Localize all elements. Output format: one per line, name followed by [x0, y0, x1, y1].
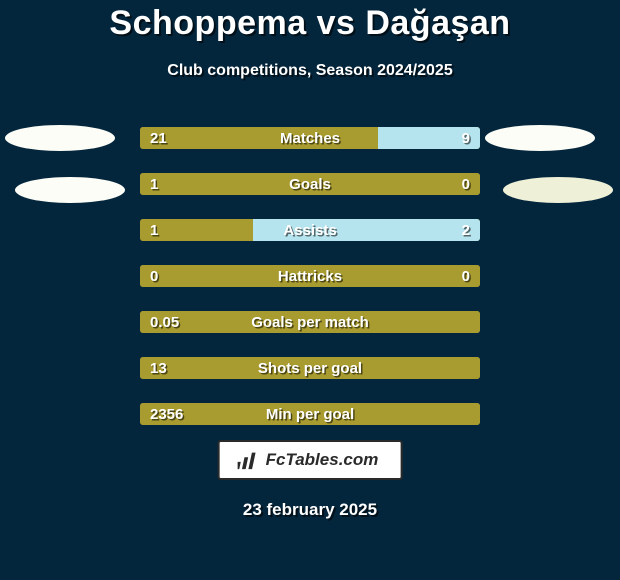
stat-value-left: 0.05 [150, 311, 179, 333]
stat-row: Assists1 2 [140, 219, 480, 241]
stat-value-left: 13 [150, 357, 167, 379]
stat-label: Matches [140, 127, 480, 149]
stats-bars: Matches219Goals10Assists12Hattricks00Goa… [140, 127, 480, 449]
stat-value-right: 2 [462, 219, 470, 241]
stat-label: Assists [140, 219, 480, 241]
stat-row: Goals1 0 [140, 173, 480, 195]
stat-value-right: 0 [462, 173, 470, 195]
stat-value-right: 9 [462, 127, 470, 149]
stat-label: Shots per goal [140, 357, 480, 379]
stat-value-left: 21 [150, 127, 167, 149]
watermark-text: FcTables.com [266, 450, 379, 470]
page-title: Schoppema vs Dağaşan [0, 4, 620, 43]
stat-value-left: 2356 [150, 403, 183, 425]
left-logo-ellipse [15, 177, 125, 203]
stat-row: Shots per goal13 [140, 357, 480, 379]
stat-label: Min per goal [140, 403, 480, 425]
stat-value-left: 0 [150, 265, 158, 287]
watermark-bars-icon [238, 450, 260, 470]
stat-row: Min per goal2356 [140, 403, 480, 425]
watermark: FcTables.com [218, 440, 403, 480]
stat-label: Goals [140, 173, 480, 195]
stat-row: Hattricks0 0 [140, 265, 480, 287]
date-label: 23 february 2025 [0, 500, 620, 520]
stat-label: Goals per match [140, 311, 480, 333]
stat-value-right: 0 [462, 265, 470, 287]
stat-value-left: 1 [150, 173, 158, 195]
subtitle: Club competitions, Season 2024/2025 [0, 62, 620, 80]
stat-label: Hattricks [140, 265, 480, 287]
left-logo-ellipse [5, 125, 115, 151]
right-logo-ellipse [485, 125, 595, 151]
right-logo-ellipse [503, 177, 613, 203]
stat-row: Matches21 9 [140, 127, 480, 149]
stat-value-left: 1 [150, 219, 158, 241]
stat-row: Goals per match0.05 [140, 311, 480, 333]
